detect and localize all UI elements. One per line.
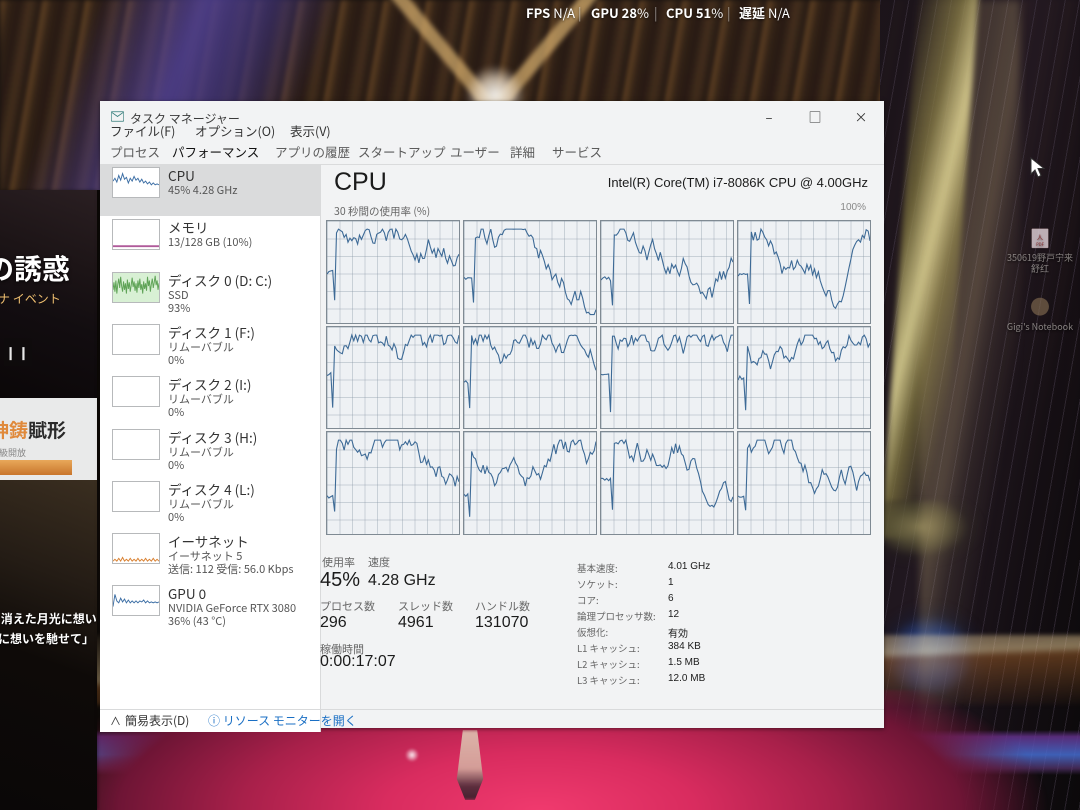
svg-text:人: 人 <box>1037 233 1043 242</box>
svg-text:PDF: PDF <box>1036 242 1044 248</box>
